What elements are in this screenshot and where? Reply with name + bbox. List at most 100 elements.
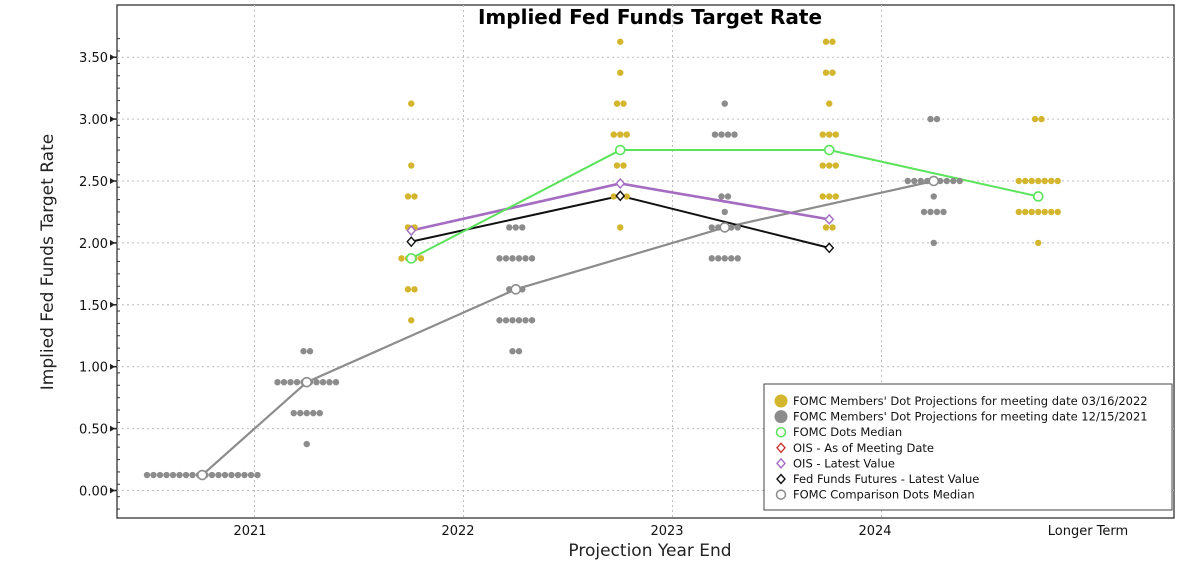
projection-dot (617, 69, 624, 76)
projection-dot (408, 162, 415, 169)
projection-dot (1054, 208, 1061, 216)
projection-dot (189, 471, 196, 479)
projection-dot (411, 286, 418, 293)
legend-label: OIS - As of Meeting Date (793, 441, 934, 455)
legend-label: Fed Funds Futures - Latest Value (793, 472, 979, 486)
projection-dot (522, 255, 529, 262)
projection-dot (620, 100, 627, 107)
y-tick-arrow (110, 54, 115, 61)
y-tick-arrow (110, 116, 115, 123)
y-tick-arrow (110, 301, 115, 308)
projection-dot (417, 255, 425, 262)
projection-dot (502, 255, 510, 262)
projection-dot (1048, 177, 1055, 185)
diamond-marker (824, 242, 835, 254)
projection-dot (1015, 208, 1022, 216)
projection-dot (822, 38, 830, 45)
projection-dot (1048, 208, 1055, 216)
projection-dot (620, 162, 627, 169)
projection-dot (930, 193, 937, 200)
projection-dot (303, 409, 310, 417)
projection-dot (613, 100, 621, 107)
projection-dot (930, 239, 937, 247)
projection-dot (287, 378, 294, 386)
y-tick-arrow (110, 487, 115, 494)
projection-dot (718, 193, 725, 200)
projection-dot (826, 162, 833, 169)
projection-dot (515, 317, 523, 324)
x-axis-label: Projection Year End (568, 541, 731, 561)
projection-dot (326, 378, 333, 386)
projection-dot (610, 131, 617, 138)
y-tick-arrow (110, 363, 115, 370)
projection-dot (927, 115, 934, 123)
projection-dot (1035, 177, 1042, 185)
median-marker (196, 469, 208, 481)
projection-dot (826, 100, 833, 107)
projection-dot (623, 193, 630, 200)
projection-dot (819, 193, 826, 200)
projection-dot (734, 224, 741, 231)
projection-dot (1031, 115, 1039, 123)
chart-legend: FOMC Members' Dot Projections for meetin… (763, 383, 1173, 511)
projection-dot (316, 409, 323, 417)
projection-dot (306, 348, 314, 355)
projection-dot (496, 255, 503, 262)
x-axis-ticks: 2021 2022 2023 2024 Longer Term (233, 524, 1128, 539)
projection-dot (1022, 208, 1029, 216)
projection-dot (933, 208, 941, 216)
series-line (410, 149, 1039, 260)
projection-dot (293, 378, 301, 386)
projection-dot (1022, 177, 1029, 185)
projection-dot (1028, 208, 1035, 216)
x-tick-label: 2021 (233, 524, 266, 539)
x-tick-label: Longer Term (1048, 524, 1128, 539)
projection-dot (832, 131, 839, 138)
legend-label: OIS - Latest Value (793, 456, 895, 470)
projection-dot (509, 348, 516, 355)
projection-dot (310, 409, 317, 417)
projection-dot (613, 162, 621, 169)
y-tick-label: 0.00 (79, 485, 108, 500)
projection-dot (522, 317, 529, 324)
projection-dot (826, 131, 833, 138)
projection-dot (300, 348, 307, 355)
projection-dot (718, 131, 725, 138)
projection-dot (1028, 177, 1035, 185)
projection-dot (1041, 208, 1048, 216)
projection-dot (290, 409, 297, 417)
projection-dot (509, 317, 516, 324)
projection-dot (822, 69, 830, 76)
projection-dot (319, 378, 327, 386)
projection-dot (408, 100, 415, 107)
projection-dot (617, 38, 624, 45)
projection-dot (163, 471, 170, 479)
median-marker (928, 175, 940, 187)
y-tick-label: 0.50 (79, 423, 108, 438)
projection-dot (332, 378, 340, 386)
projection-dot (832, 162, 839, 169)
projection-dot (1035, 208, 1042, 216)
y-tick-arrow (110, 239, 115, 246)
legend-label: FOMC Comparison Dots Median (793, 488, 975, 502)
projection-dot (617, 131, 624, 138)
x-tick-label: 2022 (441, 524, 474, 539)
projection-dot (826, 193, 833, 200)
projection-dot (1054, 177, 1061, 185)
projection-dot (819, 162, 826, 169)
median-marker (301, 376, 313, 388)
projection-dot (1035, 239, 1042, 247)
projection-dot (528, 255, 536, 262)
median-marker (1032, 191, 1044, 202)
projection-dot (515, 255, 523, 262)
median-marker (614, 144, 626, 156)
projection-dot (411, 193, 418, 200)
projection-dot (404, 286, 412, 293)
projection-dot (404, 193, 412, 200)
projection-dot (708, 224, 715, 231)
legend-box (763, 383, 1173, 511)
projection-dot (303, 440, 310, 448)
projection-dot (721, 255, 728, 262)
projection-dot (509, 255, 516, 262)
series-markers (196, 144, 1044, 481)
